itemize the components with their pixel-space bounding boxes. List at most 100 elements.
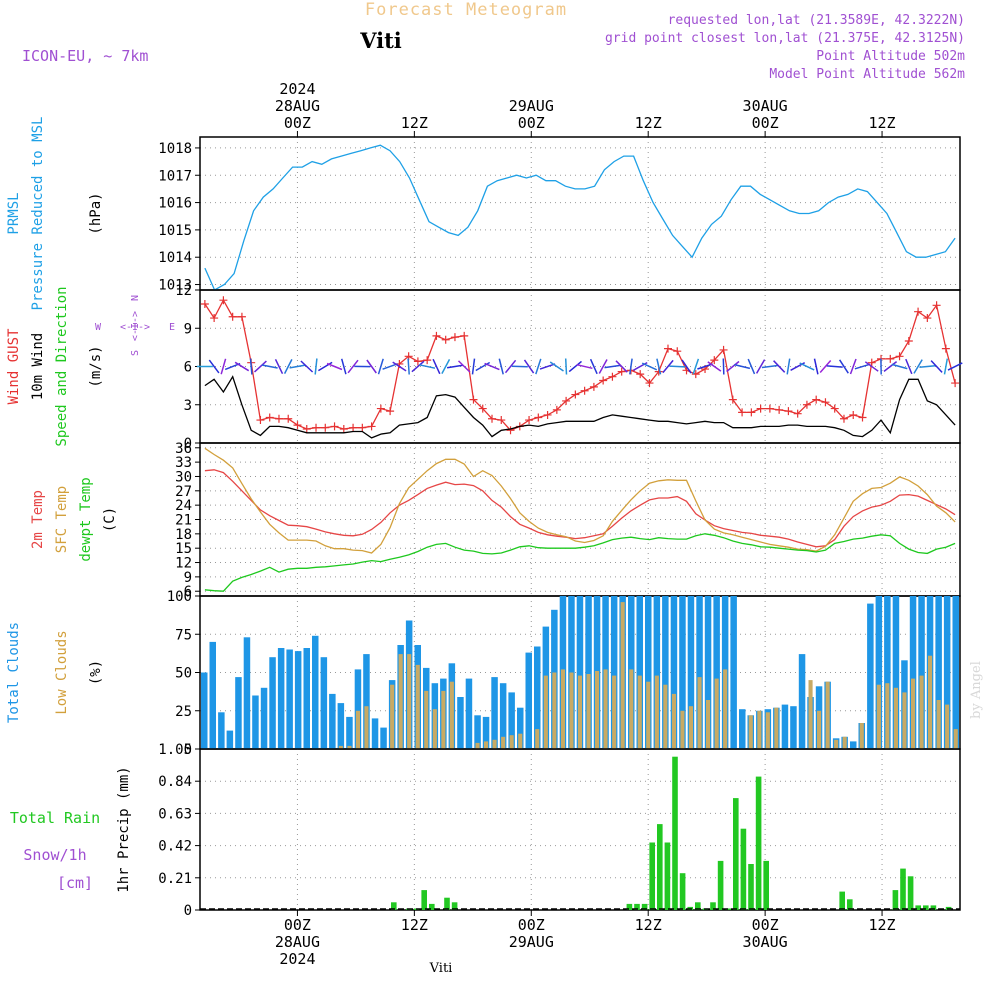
wind-arrow [208,359,220,374]
wind-arrow [234,361,250,372]
gust-point [904,337,913,345]
gust-point [599,376,608,385]
low-cloud-bar [893,687,898,749]
low-cloud-bar [637,675,642,749]
gust-point [756,404,765,413]
gust-point [274,414,283,423]
total-cloud-bar [260,687,268,749]
low-cloud-bar [808,680,813,749]
panel-wind: 0 3 6 9 12 (m/s) Wind GUST 10m Wind Speed and Di… [6,283,963,452]
low-cloud-bar [714,678,719,749]
wind-arrow [692,358,700,375]
y-tick-label: 100 [167,589,192,605]
total-cloud-bar [525,652,532,749]
low-cloud-bar [424,690,429,749]
wind-arrow [411,360,425,373]
requested-coords: requested lon,lat (21.3589E, 42.3222N) [668,13,965,28]
wind-arrow [568,360,582,373]
wind-arrow [589,358,598,375]
total-cloud-bar [218,712,225,749]
total-cloud-bar [670,596,678,749]
rain-bar [740,828,747,910]
wind-arrow [392,361,407,372]
wind-arrow [786,358,791,375]
panels: 1013 1014 1015 1016 1017 1018 (hPa) PRMSL Pressu… [6,80,963,968]
bottom-time-label: 12Z [635,916,662,934]
gust-point [895,352,904,361]
panel-label: Speed and Direction [54,286,70,446]
total-cloud-bar [713,596,720,749]
unit-label: (m/s) [88,345,104,387]
rain-bar [900,868,906,910]
top-time-label: 28AUG [275,97,320,115]
wind-arrow [432,358,441,375]
total-cloud-bar [867,603,874,749]
rain-bar [733,798,739,910]
compass-s: S [130,350,141,356]
low-cloud-bar [390,684,395,749]
low-cloud-bar [817,710,822,750]
panel-frame [199,136,961,291]
gust-point [432,331,441,340]
y-tick-label: 24 [175,498,192,514]
wind-arrow [446,364,464,369]
rain-bar [657,824,663,910]
compass-e: E [169,322,175,333]
wind-arrow [498,358,504,375]
panel-label: Pressure Reduced to MSL [30,117,46,311]
y-tick-label: 25 [175,704,192,720]
wind-arrow [419,364,436,369]
gust-point [330,422,339,431]
total-cloud-bar [696,596,703,749]
wind-arrow [726,360,740,373]
panel-label: dewpt Temp [78,477,94,561]
top-time-label: 12Z [635,114,662,132]
gust-point [951,379,960,388]
bottom-time-label: 12Z [869,916,896,934]
total-cloud-bar [269,657,276,749]
gust-point [775,405,784,414]
gust-point [571,390,580,399]
y-tick-label: 75 [175,627,192,643]
total-cloud-bar [354,669,362,749]
low-cloud-bar [834,739,839,749]
gust-point [830,404,839,413]
total-cloud-bar [337,703,345,749]
unit-label: (%) [88,660,104,685]
wind-arrow [773,360,786,373]
wind-arrow [549,361,564,372]
rain-bar [672,756,678,910]
gust-point [450,333,459,342]
low-cloud-bar [680,710,685,750]
total-cloud-bar [679,596,686,749]
wind-arrow [819,360,832,373]
gust-point [497,416,506,425]
low-cloud-bar [688,706,693,749]
wind-arrow [722,358,725,375]
point-altitude: Point Altitude 502m [816,49,965,64]
compass-w: W [95,322,102,333]
top-time-label: 2024 [279,80,315,98]
panel-label: Low Clouds [54,630,70,714]
gust-point [645,379,654,388]
rain-bar [649,842,655,910]
total-cloud-bar [482,716,490,749]
y-tick-label: 1015 [158,223,192,239]
location-title: Viti [359,28,402,53]
wind-arrow [943,358,949,375]
low-cloud-bar [953,729,958,749]
wind-arrow [849,358,857,375]
total-cloud-bar [363,654,370,749]
wind-arrow [523,359,535,374]
wind-arrow [484,362,500,371]
total-cloud-bar [346,716,353,749]
top-time-label: 00Z [518,114,545,132]
low-cloud-bar [441,690,446,749]
y-tick-label: 1016 [158,196,192,212]
wind-arrow [314,358,318,375]
total-cloud-bar [499,683,507,749]
wind-arrow [747,358,756,375]
total-cloud-bar [294,651,302,749]
rain-bar [664,842,671,910]
y-tick-label: 1017 [158,168,192,184]
